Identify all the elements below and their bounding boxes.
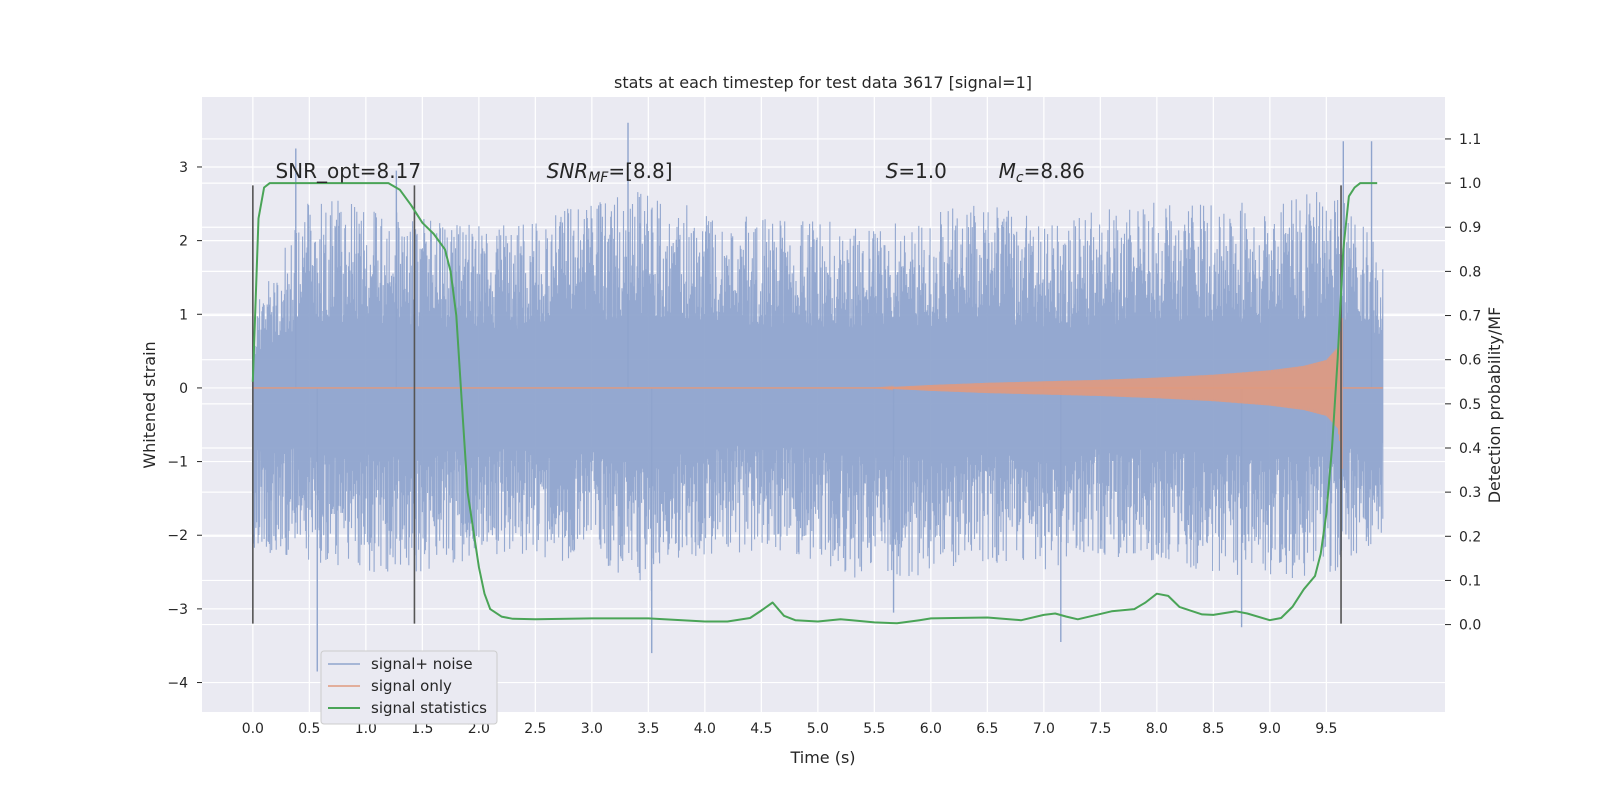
x-tick-label: 8.5 xyxy=(1202,721,1224,737)
x-tick-label: 0.5 xyxy=(298,721,320,737)
y2-tick-label: 0.8 xyxy=(1459,264,1481,280)
y-tick-label: −3 xyxy=(167,602,188,618)
signal-only-series xyxy=(252,317,1383,469)
vertical-markers xyxy=(252,185,1342,624)
x-tick-label: 6.5 xyxy=(976,721,998,737)
annotation-snr-mf: SNRMF=[8.8] xyxy=(547,159,673,186)
annotation-mc: Mc=8.86 xyxy=(999,159,1085,186)
legend-label-noise: signal+ noise xyxy=(371,655,473,673)
x-tick-label: 9.5 xyxy=(1315,721,1337,737)
x-tick-label: 4.5 xyxy=(750,721,772,737)
y-tick-label: 3 xyxy=(179,160,188,176)
x-tick-label: 2.5 xyxy=(524,721,546,737)
y2-axis-label: Detection probability/MF xyxy=(1485,307,1504,504)
signal-statistics-series xyxy=(251,182,1378,625)
annotation-s-stat: S=1.0 xyxy=(886,159,947,183)
legend-label-stats: signal statistics xyxy=(371,699,487,717)
legend-box xyxy=(320,650,498,725)
y-tick-label: −2 xyxy=(167,528,188,544)
y-tick-label: 1 xyxy=(179,307,188,323)
annotation-main: SNR xyxy=(547,159,589,183)
y-tick-label: −4 xyxy=(167,676,188,692)
x-tick-label: 5.5 xyxy=(863,721,885,737)
axes: 0.0 0.5 1.0 1.5 2.0 2.5 3.0 3.5 4.0 4.5 5.0 5.5 6.0 6… xyxy=(167,132,1481,737)
y-tick-label: 2 xyxy=(179,234,188,250)
signal-noise-line xyxy=(252,192,1384,591)
y2-tick-label: 0.0 xyxy=(1459,618,1481,634)
x-tick-label: 7.0 xyxy=(1033,721,1055,737)
annotation-subscript: c xyxy=(1016,170,1024,186)
y2-tick-label: 0.3 xyxy=(1459,485,1481,501)
x-tick-label: 9.0 xyxy=(1259,721,1281,737)
signal-statistics-line xyxy=(251,182,1378,625)
y-tick-label: 0 xyxy=(179,381,188,397)
y2-tick-label: 0.4 xyxy=(1459,441,1481,457)
x-tick-label: 6.0 xyxy=(920,721,942,737)
legend: signal+ noise signal only signal statist… xyxy=(320,650,498,725)
x-tick-label: 3.5 xyxy=(637,721,659,737)
y2-tick-label: 0.9 xyxy=(1459,220,1481,236)
annotation-value: =[8.8] xyxy=(608,159,672,183)
annotation-snr-opt: SNR_opt=8.17 xyxy=(275,159,421,183)
x-tick-label: 3.0 xyxy=(581,721,603,737)
legend-label-signal: signal only xyxy=(371,677,452,695)
y-axis-label: Whitened strain xyxy=(140,341,159,468)
annotation-main: S xyxy=(886,159,899,183)
x-tick-label: 7.5 xyxy=(1089,721,1111,737)
x-tick-label: 4.0 xyxy=(694,721,716,737)
x-tick-label: 0.0 xyxy=(242,721,264,737)
signal-only-chirp xyxy=(874,317,1343,469)
annotations: SNR_opt=8.17 SNRMF=[8.8] S=1.0 Mc=8.86 xyxy=(275,159,1084,186)
chart-title: stats at each timestep for test data 361… xyxy=(614,73,1032,92)
x-tick-label: 1.5 xyxy=(411,721,433,737)
x-tick-label: 2.0 xyxy=(468,721,490,737)
y2-tick-label: 0.2 xyxy=(1459,529,1481,545)
annotation-value: =1.0 xyxy=(898,159,947,183)
y2-tick-label: 1.1 xyxy=(1459,132,1481,148)
x-axis-label: Time (s) xyxy=(789,748,855,767)
y-tick-label: −1 xyxy=(167,455,188,471)
y2-tick-label: 1.0 xyxy=(1459,176,1481,192)
y2-tick-label: 0.5 xyxy=(1459,397,1481,413)
signal-noise-series xyxy=(252,122,1384,672)
annotation-main: M xyxy=(999,159,1016,183)
x-tick-label: 1.0 xyxy=(355,721,377,737)
y2-tick-label: 0.7 xyxy=(1459,309,1481,325)
annotation-subscript: MF xyxy=(588,170,609,186)
x-tick-label: 5.0 xyxy=(807,721,829,737)
x-tick-label: 8.0 xyxy=(1146,721,1168,737)
y2-tick-label: 0.1 xyxy=(1459,573,1481,589)
annotation-value: =8.86 xyxy=(1024,159,1085,183)
y2-tick-label: 0.6 xyxy=(1459,353,1481,369)
